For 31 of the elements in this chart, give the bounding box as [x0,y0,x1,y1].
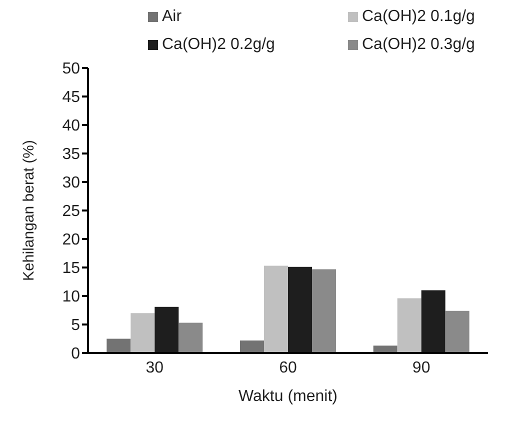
y-tick-label: 45 [62,89,80,106]
bar [154,306,179,353]
y-tick-label: 50 [62,60,80,78]
bar [312,269,336,353]
x-tick-label: 60 [279,359,297,376]
x-axis-title: Waktu (menit) [238,388,338,405]
bar [264,266,288,353]
bar [106,338,131,353]
bar [397,298,422,353]
y-tick-label: 25 [62,203,80,220]
y-axis-title: Kehilangan berat (%) [20,140,38,281]
legend-label: Ca(OH)2 0.1g/g [362,8,475,26]
bar [421,290,446,353]
y-tick-label: 30 [62,174,80,192]
y-tick-label: 35 [62,146,80,164]
legend-label: Ca(OH)2 0.2g/g [162,36,275,54]
y-tick-label: 15 [62,260,80,278]
y-tick-label: 20 [62,232,80,249]
bar [445,310,470,353]
legend-label: Ca(OH)2 0.3g/g [362,36,475,54]
bar [178,322,203,353]
x-tick-label: 30 [146,359,164,376]
bar [130,313,155,353]
y-tick-label: 40 [62,118,80,135]
y-tick-label: 10 [62,288,80,306]
x-tick-label: 90 [412,359,430,376]
legend-label: Air [162,8,182,26]
bar [240,340,264,353]
y-tick-label: 5 [71,317,80,334]
y-tick-label: 0 [71,346,80,363]
bar [288,266,312,353]
